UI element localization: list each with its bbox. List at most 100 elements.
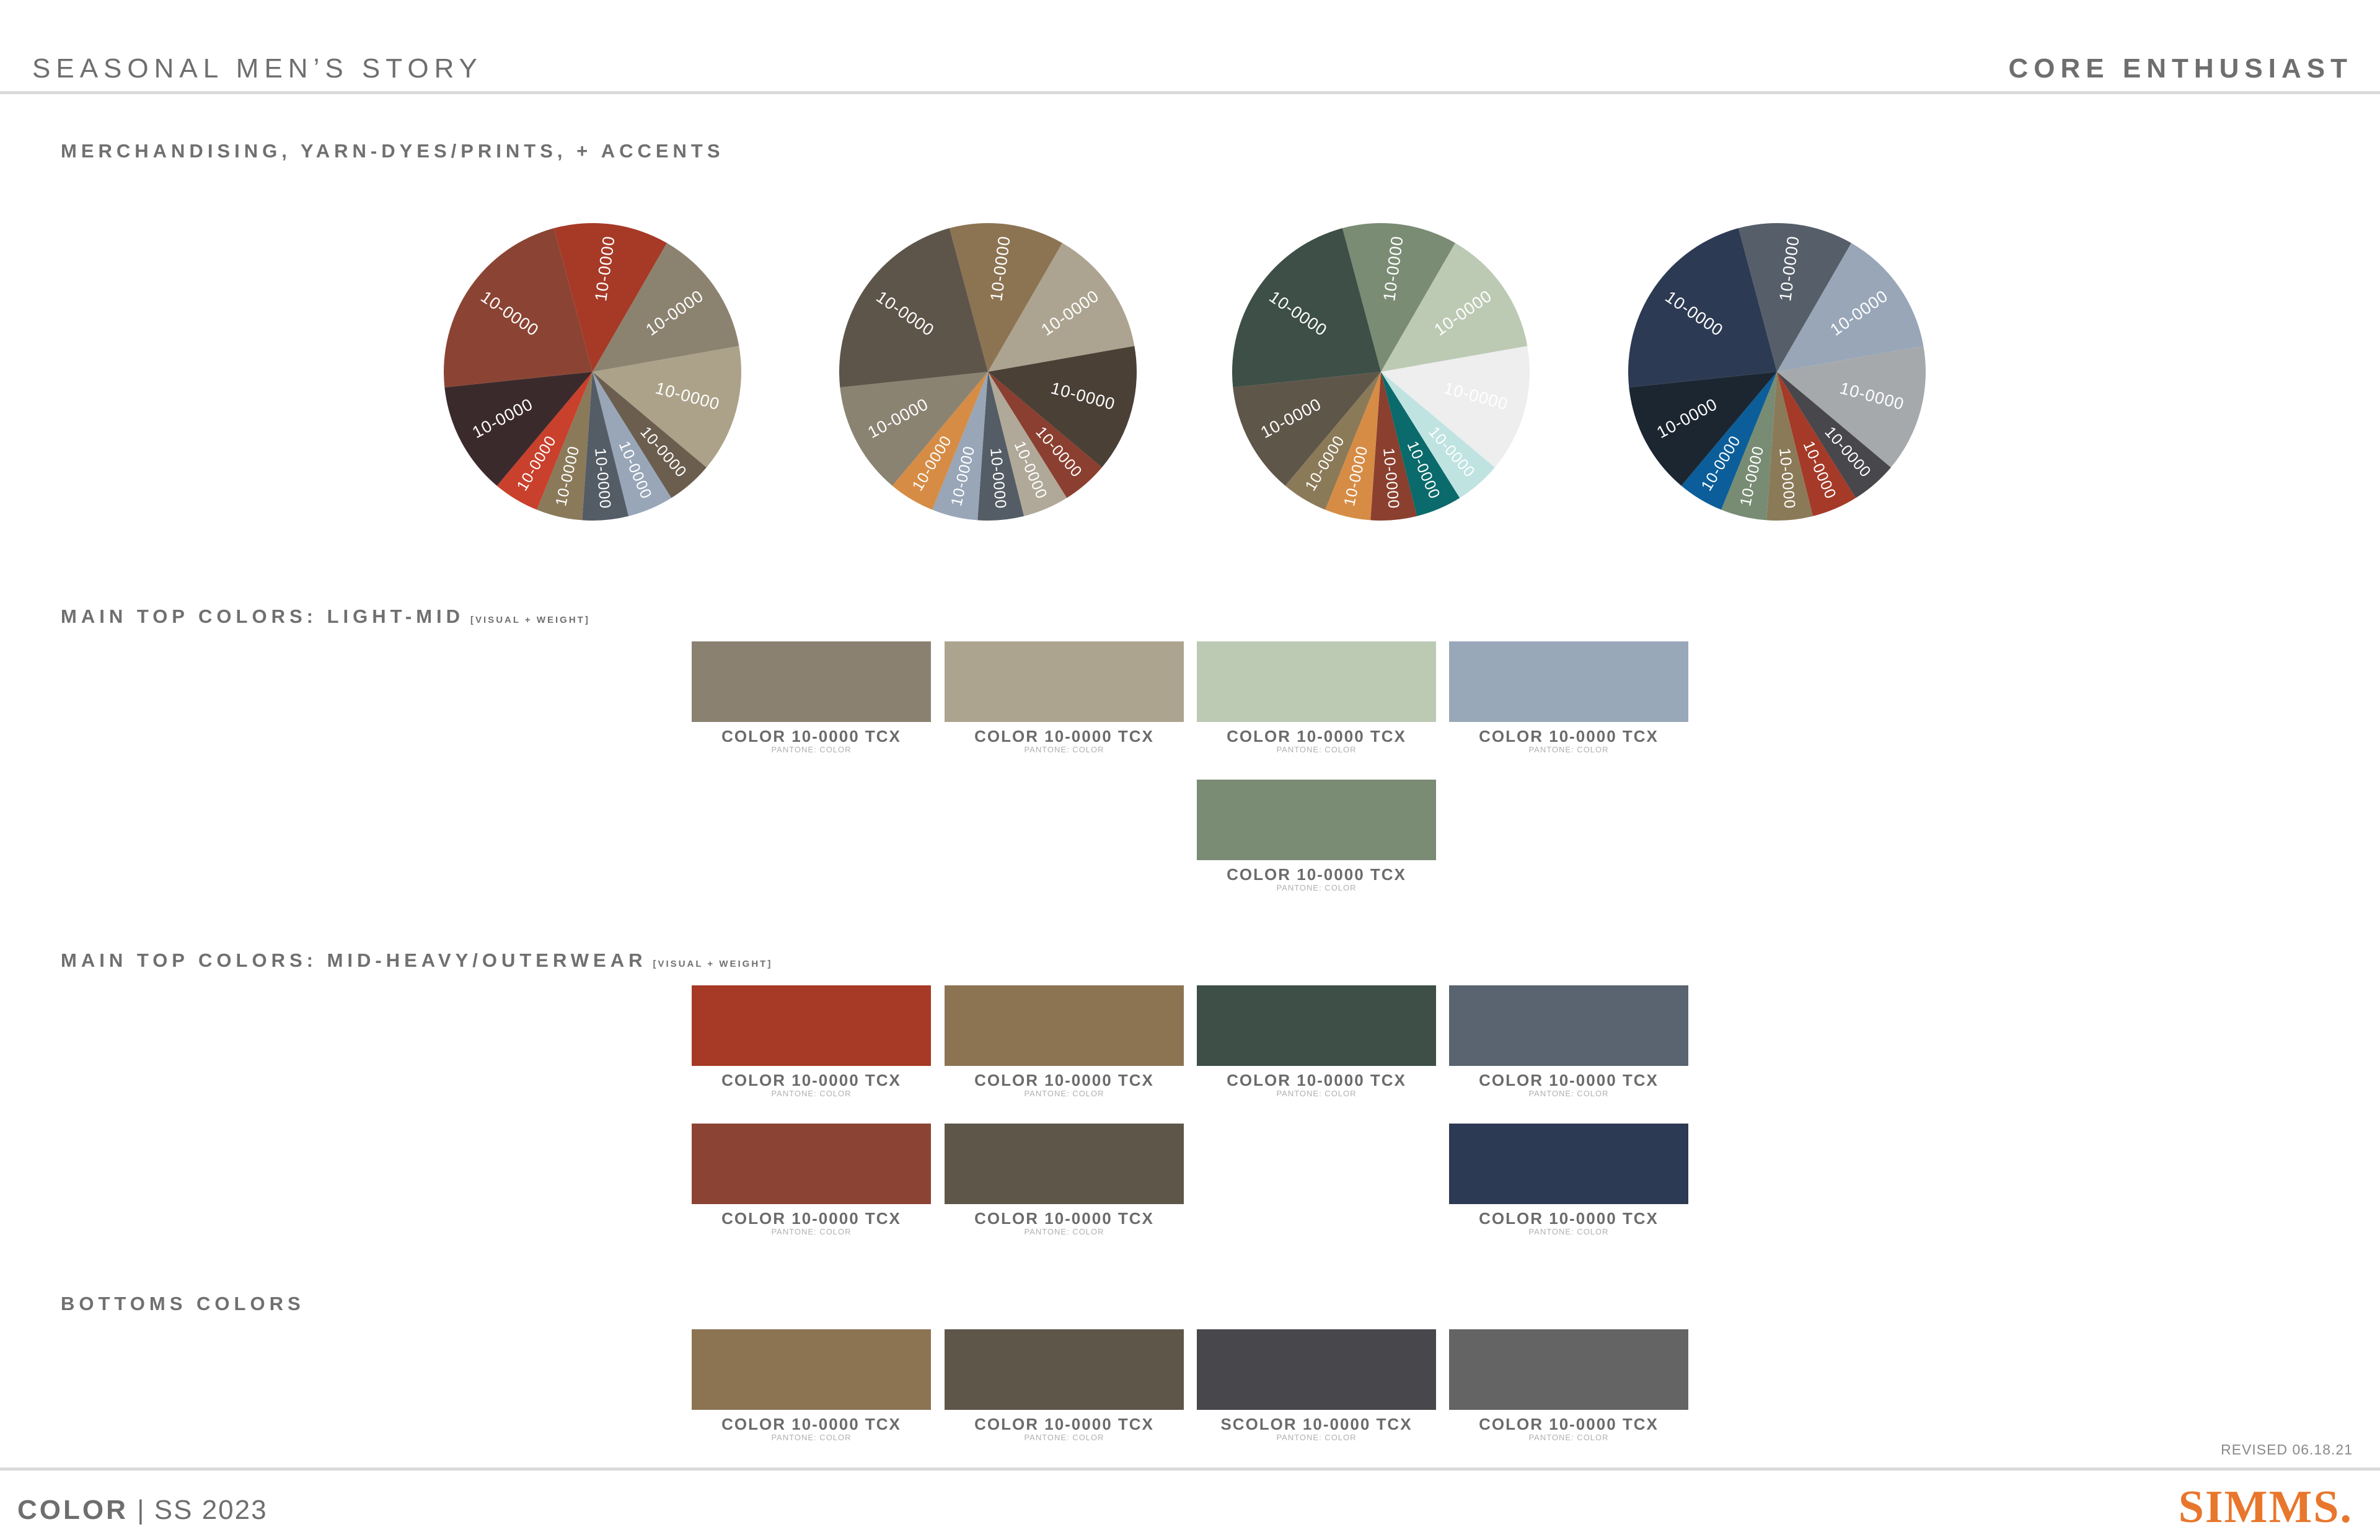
wheel-slice: [1629, 372, 1777, 486]
wheel-slice: [537, 372, 593, 521]
swatch-pantone: PANTONE: COLOR: [771, 745, 852, 754]
swatch-pantone: PANTONE: COLOR: [1024, 1433, 1104, 1442]
wheel-slice: [988, 372, 1067, 516]
section-title-merchandising: MERCHANDISING, YARN-DYES/PRINTS, + ACCEN…: [61, 140, 725, 162]
wheel-slice: [1681, 372, 1777, 510]
wheel-slice: [1381, 243, 1528, 372]
wheel-slice: [988, 346, 1137, 468]
wheel-slice: [949, 223, 1062, 372]
wheel-slice: [1777, 346, 1926, 468]
footer-color-label: COLOR: [17, 1495, 128, 1525]
color-swatch: [945, 985, 1184, 1066]
swatch-label: COLOR 10-0000 TCX: [1479, 727, 1659, 746]
color-wheel: 10-000010-000010-000010-000010-000010-00…: [1232, 223, 1530, 521]
swatch-pantone: PANTONE: COLOR: [1276, 745, 1357, 754]
color-wheel: 10-000010-000010-000010-000010-000010-00…: [1628, 223, 1926, 521]
wheel-slice: [1233, 372, 1381, 486]
wheel-slice: [1342, 223, 1455, 372]
footer-label: COLOR | SS 2023: [17, 1495, 268, 1526]
swatch-label: COLOR 10-0000 TCX: [974, 1209, 1154, 1228]
header-rule: [0, 91, 2380, 94]
wheel-slice: [1381, 372, 1460, 516]
story-category: CORE ENTHUSIAST: [2008, 53, 2353, 84]
wheel-slice: [593, 346, 742, 468]
swatch-label: SCOLOR 10-0000 TCX: [1220, 1415, 1413, 1433]
wheel-slice: [1381, 346, 1530, 468]
color-swatch: [692, 641, 931, 722]
swatch-label: COLOR 10-0000 TCX: [1227, 1071, 1406, 1089]
color-wheels: 10-000010-000010-000010-000010-000010-00…: [444, 223, 1926, 521]
swatch-pantone: PANTONE: COLOR: [771, 1089, 852, 1098]
swatch-pantone: PANTONE: COLOR: [1528, 1089, 1609, 1098]
wheel-slice: [593, 372, 707, 498]
wheel-slice: [1232, 228, 1381, 388]
color-swatch: [945, 1329, 1184, 1410]
footer-rule: [0, 1467, 2380, 1471]
section-title-mid-heavy-text: MAIN TOP COLORS: MID-HEAVY/OUTERWEAR: [61, 949, 647, 971]
wheel-slice: [1777, 243, 1924, 372]
wheel-slice: [593, 372, 672, 516]
story-title: SEASONAL MEN’S STORY: [32, 53, 483, 84]
swatch-label: COLOR 10-0000 TCX: [721, 1209, 901, 1228]
wheel-slice: [1325, 372, 1381, 521]
color-swatch: [1197, 1329, 1436, 1410]
swatch-label: COLOR 10-0000 TCX: [974, 1071, 1154, 1089]
wheel-slice: [1628, 228, 1777, 388]
swatch-pantone: PANTONE: COLOR: [1528, 1227, 1609, 1236]
color-swatch: [692, 1124, 931, 1204]
swatch-label: COLOR 10-0000 TCX: [721, 1071, 901, 1089]
swatch-label: COLOR 10-0000 TCX: [721, 727, 901, 746]
swatch-label: COLOR 10-0000 TCX: [721, 1415, 901, 1433]
wheel-slice: [1370, 372, 1417, 521]
wheel-slice: [1777, 372, 1856, 516]
color-swatch: [692, 1329, 931, 1410]
section-title-mid-heavy: MAIN TOP COLORS: MID-HEAVY/OUTERWEAR [VIS…: [61, 949, 772, 972]
color-swatch: [1197, 641, 1436, 722]
section-note-mid-heavy: [VISUAL + WEIGHT]: [653, 959, 773, 969]
wheel-slice: [988, 372, 1102, 498]
section-title-bottoms: BOTTOMS COLORS: [61, 1293, 305, 1314]
wheel-slice: [1777, 372, 1891, 498]
section-note-light-mid: [VISUAL + WEIGHT]: [470, 615, 590, 625]
swatch-label: COLOR 10-0000 TCX: [1479, 1415, 1659, 1433]
color-swatch: [1449, 1124, 1688, 1204]
wheel-slice: [444, 372, 593, 486]
wheel-slice: [1738, 223, 1851, 372]
footer-season: | SS 2023: [137, 1495, 268, 1525]
swatch-label: COLOR 10-0000 TCX: [974, 727, 1154, 746]
wheel-slice: [977, 372, 1025, 521]
swatch-pantone: PANTONE: COLOR: [1528, 1433, 1609, 1442]
swatch-label: COLOR 10-0000 TCX: [1479, 1071, 1659, 1089]
color-wheel: 10-000010-000010-000010-000010-000010-00…: [444, 223, 742, 521]
wheel-slice: [444, 228, 593, 388]
wheel-slice: [1721, 372, 1777, 521]
wheel-slice: [988, 243, 1135, 372]
wheel-slice: [582, 372, 629, 521]
wheel-slice: [553, 223, 667, 372]
color-swatch: [945, 641, 1184, 722]
wheel-slice: [839, 228, 988, 388]
swatch-pantone: PANTONE: COLOR: [1024, 1227, 1104, 1236]
wheel-slice: [593, 243, 739, 372]
color-swatch: [1197, 780, 1436, 860]
swatch-label: COLOR 10-0000 TCX: [1227, 865, 1406, 884]
color-swatch: [692, 985, 931, 1066]
swatch-pantone: PANTONE: COLOR: [771, 1433, 852, 1442]
color-swatch: [1449, 985, 1688, 1066]
wheel-slice: [1285, 372, 1381, 510]
swatch-pantone: PANTONE: COLOR: [1276, 883, 1357, 892]
swatch-pantone: PANTONE: COLOR: [771, 1227, 852, 1236]
swatch-pantone: PANTONE: COLOR: [1528, 745, 1609, 754]
swatch-label: COLOR 10-0000 TCX: [1479, 1209, 1659, 1228]
swatch-pantone: PANTONE: COLOR: [1024, 1089, 1104, 1098]
color-swatch: [1449, 1329, 1688, 1410]
simms-logo: SIMMS.: [2178, 1482, 2353, 1533]
wheel-slice: [932, 372, 988, 521]
wheel-slice: [1766, 372, 1814, 521]
wheel-slice: [496, 372, 593, 510]
swatch-label: COLOR 10-0000 TCX: [974, 1415, 1154, 1433]
wheel-slice: [840, 372, 988, 486]
swatch-label: COLOR 10-0000 TCX: [1227, 727, 1406, 746]
color-wheel: 10-000010-000010-000010-000010-000010-00…: [839, 223, 1137, 521]
color-swatch: [945, 1124, 1184, 1204]
